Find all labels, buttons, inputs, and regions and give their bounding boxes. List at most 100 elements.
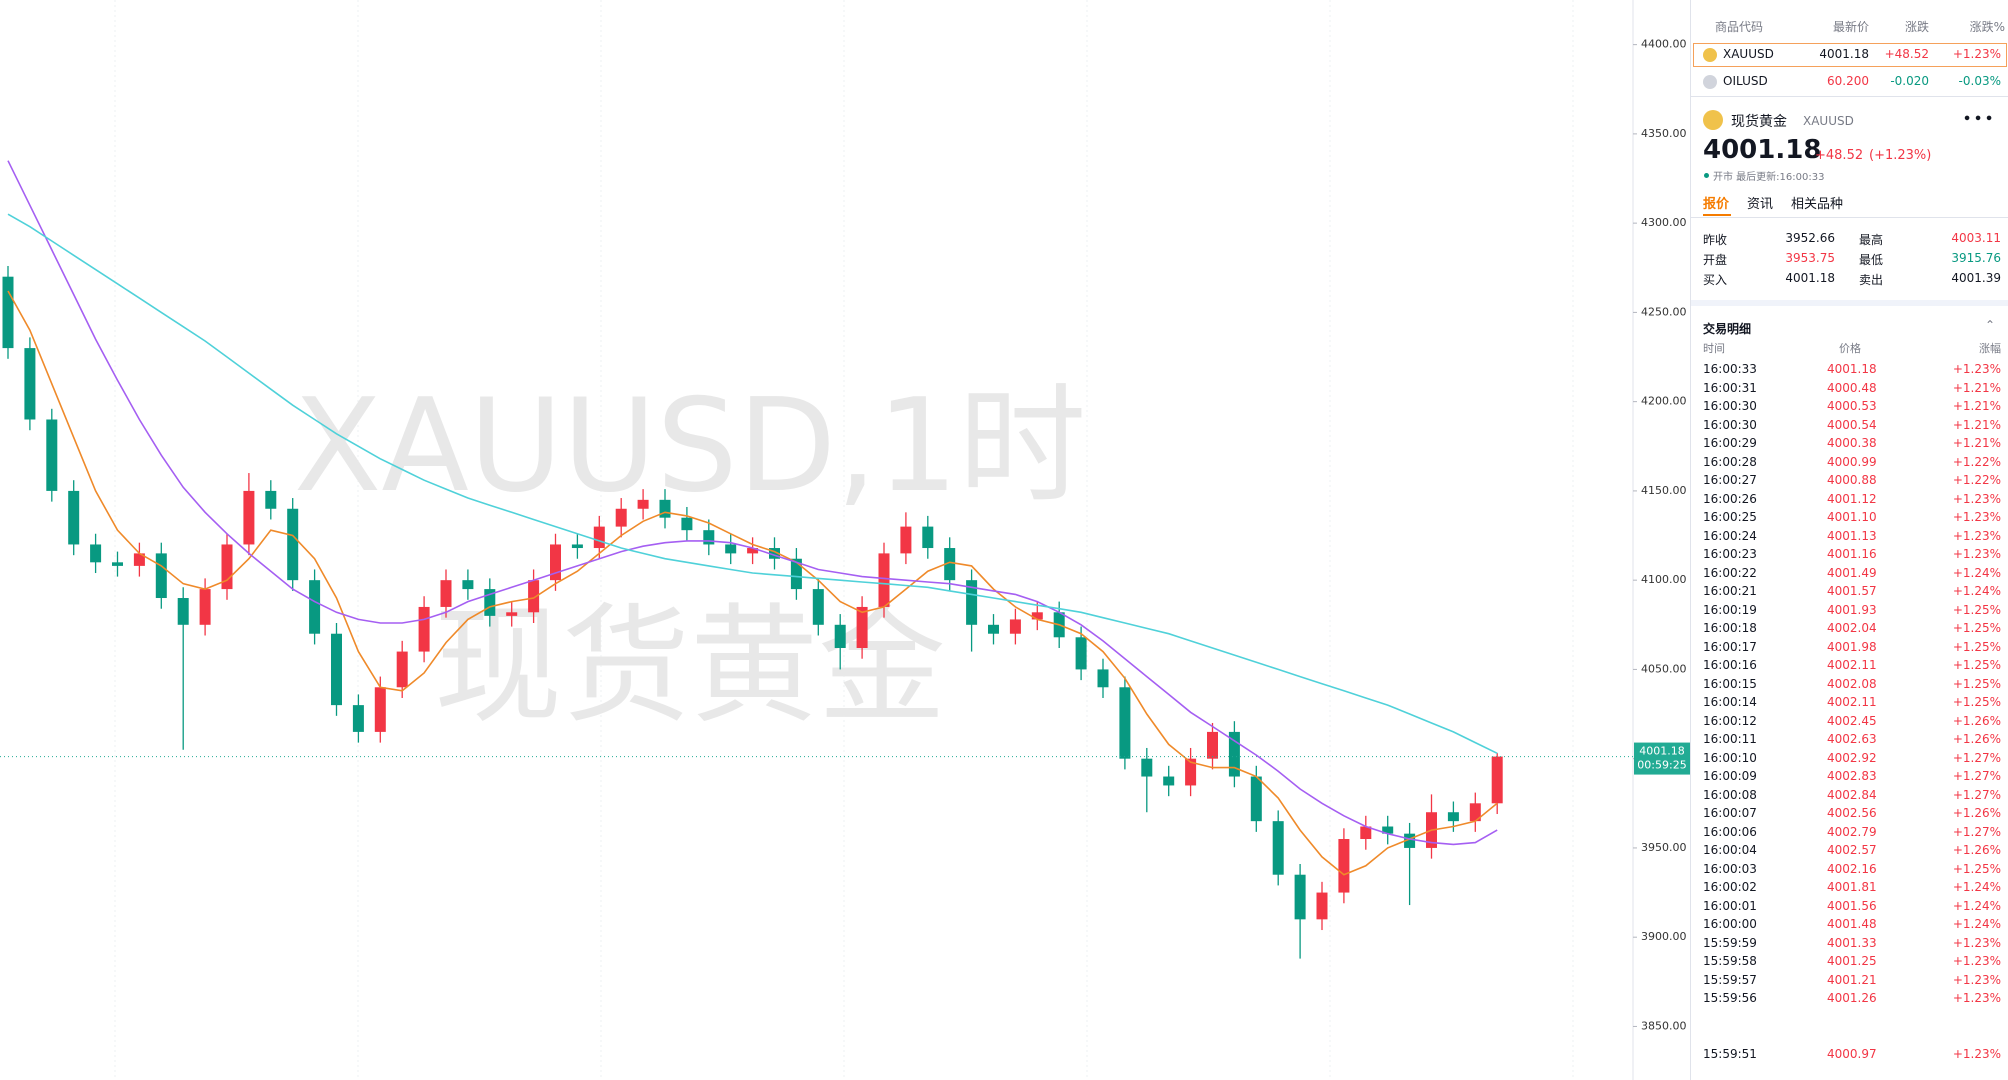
- quote-stat: 最低: [1859, 253, 1884, 267]
- trade-cell: 4002.57: [1827, 843, 1877, 857]
- candle-body: [900, 526, 912, 554]
- candle-body: [593, 526, 605, 549]
- trade-cell: +1.23%: [1952, 954, 2001, 968]
- trade-cell: 16:00:09: [1703, 769, 1757, 783]
- big-price: 4001.18: [1703, 135, 1822, 165]
- trade-cell: 16:00:15: [1703, 676, 1757, 691]
- trade-cell: +1.23%: [1952, 1046, 2001, 1061]
- candle-body: [1228, 731, 1240, 777]
- trade-cell: 4001.12: [1827, 491, 1877, 506]
- candle-body: [199, 589, 211, 625]
- trade-cell: 16:00:29: [1703, 436, 1757, 450]
- trade-cell: 16:00:30: [1703, 399, 1757, 413]
- watchlist-cell: +1.23%: [1952, 47, 2001, 61]
- trade-cell: 4001.93: [1827, 602, 1877, 617]
- trade-cell: +1.27%: [1952, 824, 2001, 839]
- trade-cell: +1.23%: [1952, 972, 2001, 987]
- watchlist-header: 涨跌%: [1969, 20, 2005, 34]
- y-tick-label: 4350.00: [1641, 127, 1687, 140]
- trade-cell: 4001.57: [1827, 584, 1877, 598]
- chart: XAUUSD,1时 现货黄金 3850.003900.003950.004000…: [0, 0, 1690, 1080]
- trade-cell: 16:00:23: [1703, 547, 1757, 561]
- trade-cell: 16:00:14: [1703, 695, 1757, 709]
- trade-cell: +1.21%: [1952, 417, 2001, 432]
- trade-cell: +1.26%: [1952, 732, 2001, 746]
- trade-cell: +1.23%: [1952, 362, 2001, 376]
- trades-header: 涨幅: [1979, 342, 2001, 355]
- watchlist-cell: -0.03%: [1958, 74, 2001, 88]
- trade-cell: 4002.11: [1827, 695, 1877, 709]
- trade-cell: +1.25%: [1952, 658, 2001, 672]
- trade-cell: 4001.33: [1827, 935, 1877, 950]
- candle-body: [1469, 803, 1481, 822]
- quote-stat: 4001.18: [1785, 271, 1835, 285]
- watchlist-header: 商品代码: [1715, 20, 1764, 34]
- trade-cell: +1.22%: [1952, 473, 2001, 487]
- candle-body: [615, 508, 627, 527]
- candle-body: [24, 348, 36, 420]
- tab[interactable]: 报价: [1703, 197, 1730, 212]
- side-panel: 商品代码 最新价 涨跌 涨跌% XAUUSD 4001.18 +48.52 +1.23% OIL…: [1690, 0, 2008, 1080]
- trade-cell: 4001.25: [1827, 954, 1877, 968]
- trade-cell: 4001.56: [1827, 898, 1877, 913]
- trade-cell: 4000.88: [1827, 473, 1877, 487]
- candle-body: [462, 580, 474, 590]
- trade-cell: 15:59:58: [1703, 954, 1757, 968]
- symbol-icon: [1703, 48, 1717, 62]
- y-tick-label: 3900.00: [1641, 930, 1687, 943]
- trades-title: 交易明细: [1703, 322, 1752, 336]
- candle-body: [1316, 892, 1328, 920]
- candle-body: [243, 490, 255, 545]
- trade-cell: 4001.21: [1827, 972, 1877, 987]
- tab[interactable]: 相关品种: [1791, 197, 1844, 212]
- trade-cell: +1.26%: [1952, 806, 2001, 820]
- y-tick-label: 4250.00: [1641, 305, 1687, 318]
- trade-cell: 4001.98: [1827, 639, 1877, 654]
- y-tick-label: 4400.00: [1641, 38, 1687, 51]
- trade-cell: 4001.48: [1827, 917, 1877, 931]
- trade-cell: 16:00:04: [1703, 843, 1757, 857]
- trade-cell: 16:00:16: [1703, 658, 1757, 672]
- trade-cell: 15:59:59: [1703, 935, 1757, 950]
- candle-body: [1491, 756, 1503, 804]
- trade-cell: 4000.53: [1827, 399, 1877, 413]
- trade-cell: 4001.18: [1827, 362, 1877, 376]
- trade-cell: 16:00:17: [1703, 639, 1757, 654]
- moving-average-line: [7, 290, 1498, 876]
- tab[interactable]: 资讯: [1747, 197, 1774, 212]
- candle-body: [440, 580, 452, 607]
- moving-average-line: [7, 160, 1498, 846]
- trade-cell: +1.23%: [1952, 547, 2001, 561]
- candle-body: [133, 553, 145, 566]
- y-tick-label: 3950.00: [1641, 841, 1687, 854]
- trade-cell: 4000.99: [1827, 454, 1877, 469]
- candle-body: [177, 598, 189, 625]
- trade-cell: 4002.79: [1827, 824, 1877, 839]
- last-price-box: [1634, 742, 1690, 775]
- quote-stat: 卖出: [1859, 273, 1884, 287]
- quote-stat: 昨收: [1703, 233, 1728, 247]
- candle-body: [1185, 758, 1197, 786]
- watchlist-selected: [1693, 43, 2007, 67]
- watchlist-cell: -0.020: [1890, 74, 1929, 88]
- symbol-code: XAUUSD: [1803, 114, 1854, 128]
- quote-stat: 3953.75: [1785, 251, 1835, 265]
- watchlist-cell: 60.200: [1827, 74, 1869, 88]
- candle-body: [747, 548, 759, 554]
- price-change-pct: (+1.23%): [1869, 148, 1932, 163]
- candle-body: [352, 705, 364, 732]
- candle-body: [790, 558, 802, 590]
- candle-body: [1382, 826, 1394, 834]
- candle-body: [1272, 821, 1284, 875]
- trade-cell: +1.25%: [1952, 676, 2001, 691]
- trade-cell: 15:59:56: [1703, 991, 1757, 1005]
- trade-cell: +1.24%: [1952, 565, 2001, 580]
- symbol-name: 现货黄金: [1731, 114, 1787, 130]
- quote-stat: 4001.39: [1951, 271, 2001, 285]
- candle-body: [856, 606, 868, 648]
- candle-body: [1141, 758, 1153, 777]
- trade-cell: +1.21%: [1952, 380, 2001, 395]
- candle-body: [1031, 612, 1043, 620]
- candle-body: [1250, 776, 1262, 822]
- trade-cell: +1.24%: [1952, 898, 2001, 913]
